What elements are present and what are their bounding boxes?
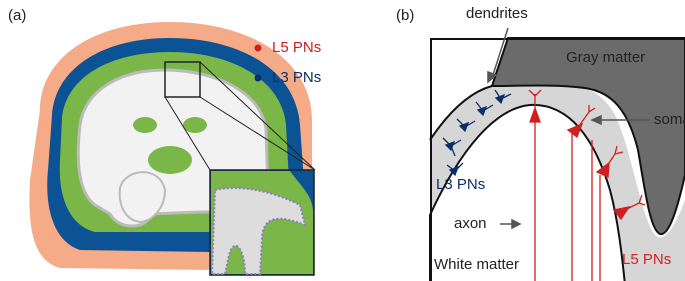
figure: (a) L5 PNs L3 PNs (b) dend bbox=[0, 0, 685, 281]
l3-label: L3 PNs bbox=[436, 176, 485, 193]
page: (a) L5 PNs L3 PNs (b) dend bbox=[0, 0, 685, 281]
legend-label: L5 PNs bbox=[272, 39, 321, 56]
panel-label: (b) bbox=[396, 7, 414, 24]
l5-label: L5 PNs bbox=[622, 251, 671, 268]
ventricle bbox=[133, 117, 157, 133]
thalamus bbox=[148, 146, 192, 174]
axon-label: axon bbox=[454, 215, 487, 232]
white-matter-label: White matter bbox=[434, 256, 519, 273]
dendrites-label: dendrites bbox=[466, 5, 528, 22]
legend-dot-l5 bbox=[255, 45, 262, 52]
ventricle bbox=[183, 117, 207, 133]
panel-label: (a) bbox=[8, 7, 26, 24]
soma-label: soma bbox=[654, 111, 685, 128]
gray-matter-label: Gray matter bbox=[566, 49, 645, 66]
legend-label: L3 PNs bbox=[272, 69, 321, 86]
legend-dot-l3 bbox=[255, 75, 262, 82]
